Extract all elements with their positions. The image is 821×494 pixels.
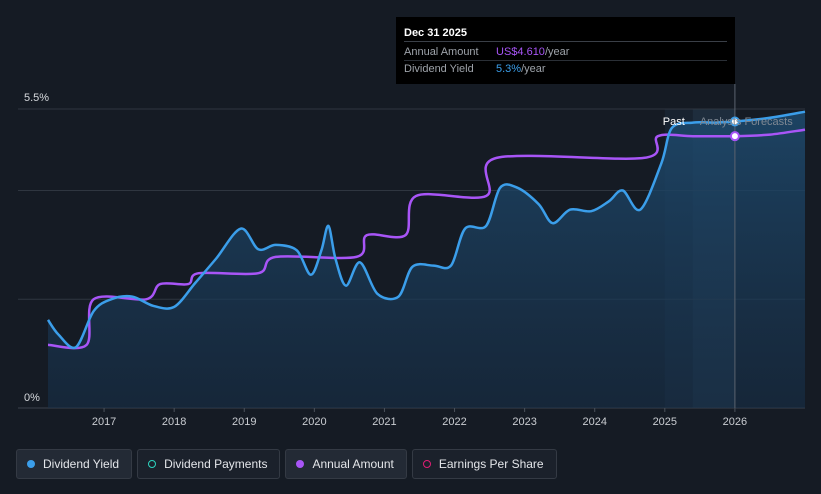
x-tick-label: 2022 — [442, 416, 466, 428]
legend-label: Dividend Yield — [43, 457, 120, 471]
x-tick-label: 2023 — [512, 416, 536, 428]
chart-legend: Dividend Yield Dividend Payments Annual … — [16, 449, 557, 479]
past-label: Past — [663, 116, 685, 128]
x-tick-label: 2021 — [372, 416, 396, 428]
legend-item-dividend-payments[interactable]: Dividend Payments — [137, 449, 281, 479]
legend-item-dividend-yield[interactable]: Dividend Yield — [16, 449, 133, 479]
legend-label: Earnings Per Share — [438, 457, 544, 471]
x-tick-label: 2026 — [723, 416, 747, 428]
marker-dot — [729, 116, 740, 127]
tooltip-row-dividend-yield: Dividend Yield 5.3% /year — [404, 61, 727, 77]
chart-tooltip: Dec 31 2025 Annual Amount US$4.610 /year… — [396, 17, 735, 84]
legend-dot-icon — [27, 460, 35, 468]
tooltip-row-annual-amount: Annual Amount US$4.610 /year — [404, 44, 727, 61]
forecast-label: Analysts Forecasts — [700, 116, 793, 128]
x-tick-label: 2017 — [92, 416, 116, 428]
tooltip-value: 5.3% — [496, 63, 522, 75]
dividend-yield-line — [46, 110, 806, 350]
legend-item-earnings-per-share[interactable]: Earnings Per Share — [411, 449, 557, 479]
x-tick-label: 2019 — [232, 416, 256, 428]
tooltip-date: Dec 31 2025 — [404, 26, 727, 42]
x-tick-label: 2024 — [582, 416, 606, 428]
legend-label: Dividend Payments — [164, 457, 268, 471]
y-tick-label: 0% — [24, 392, 40, 404]
tooltip-unit: /year — [521, 63, 546, 75]
x-tick-label: 2018 — [162, 416, 186, 428]
tooltip-label: Dividend Yield — [404, 63, 474, 75]
legend-label: Annual Amount — [312, 457, 394, 471]
legend-item-annual-amount[interactable]: Annual Amount — [285, 449, 407, 479]
annual-amount-line — [47, 128, 806, 350]
legend-ring-icon — [422, 460, 431, 468]
dividend-yield-area — [48, 111, 805, 408]
x-tick-label: 2025 — [653, 416, 677, 428]
marker-dot — [729, 131, 740, 142]
tooltip-label: Annual Amount — [404, 46, 479, 58]
legend-ring-icon — [148, 460, 157, 468]
x-tick-label: 2020 — [302, 416, 326, 428]
legend-dot-icon — [296, 460, 305, 468]
tooltip-value: US$4.610 — [496, 46, 545, 58]
tooltip-unit: /year — [544, 46, 570, 58]
y-tick-label: 5.5% — [24, 92, 49, 104]
